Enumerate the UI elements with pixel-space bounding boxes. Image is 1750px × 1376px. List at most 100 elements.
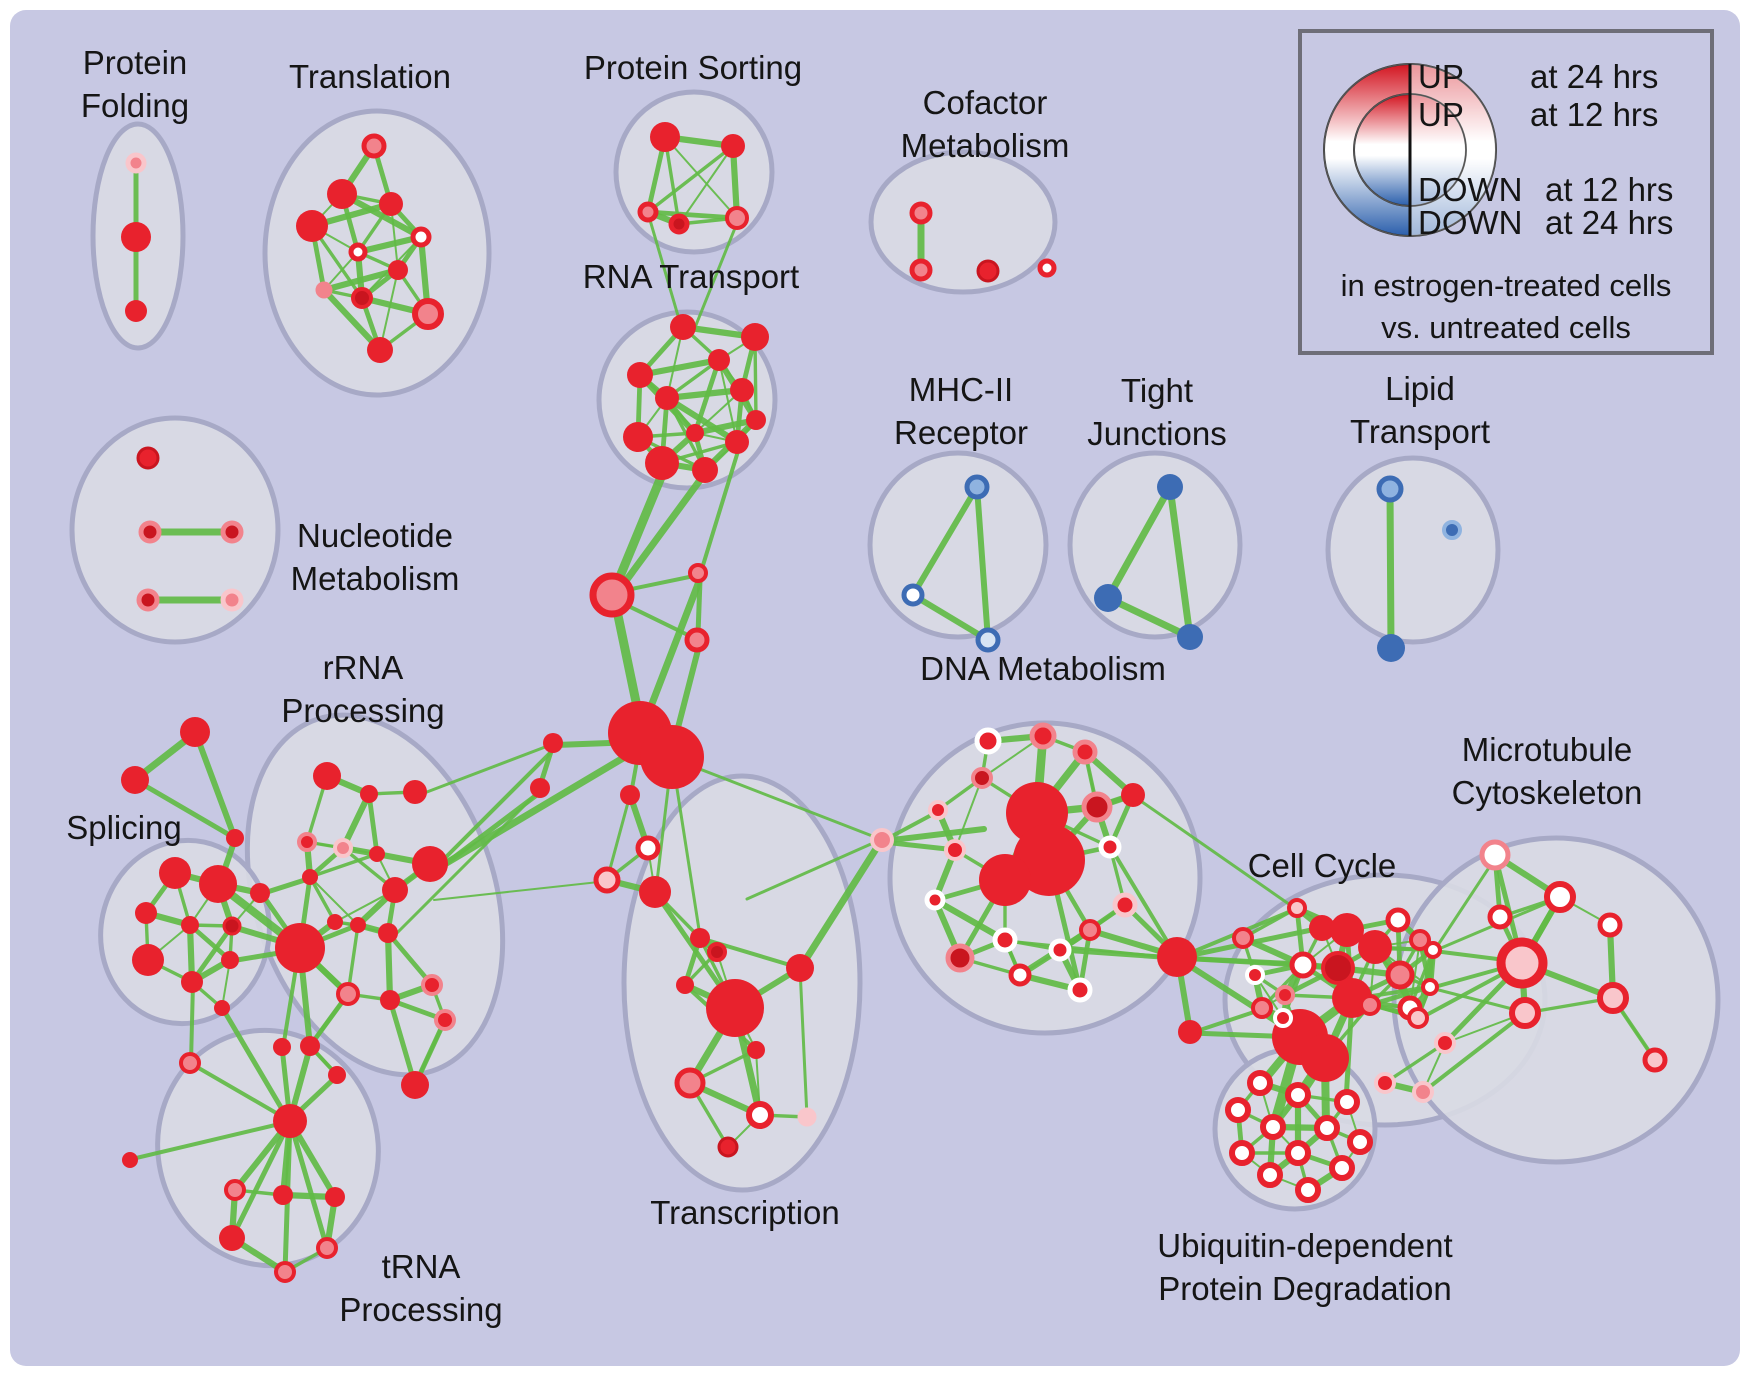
network-link	[1429, 986, 1526, 1014]
network-node-translation	[315, 281, 333, 299]
network-edge	[974, 484, 991, 643]
network-node-cell-cycle	[1251, 997, 1273, 1019]
network-edge	[1104, 594, 1194, 641]
cluster-label-rna-transport: RNA Transport	[583, 258, 799, 295]
network-node-lipid-transport	[1376, 475, 1404, 503]
network-node-translation	[361, 133, 387, 159]
network-node-microtubule-cytoskeleton	[1642, 1047, 1668, 1073]
network-node-protein-sorting	[668, 213, 690, 235]
network-edge	[910, 484, 980, 598]
cluster-label-microtubule-cytoskeleton: Microtubule	[1462, 731, 1633, 768]
cluster-edges-mhc-ii-receptor	[910, 484, 991, 643]
cluster-label-protein-sorting: Protein Sorting	[584, 49, 802, 86]
network-node-trna-processing	[273, 1104, 307, 1138]
network-node-ubiquitin-degradation	[1260, 1114, 1286, 1140]
network-node-ubiquitin-degradation	[1334, 1089, 1360, 1115]
network-node-cofactor-metabolism	[976, 259, 1000, 283]
network-edge	[605, 793, 632, 882]
network-node-transcription	[635, 835, 661, 861]
network-node-ubiquitin-degradation	[1257, 1162, 1283, 1188]
network-node-trna-processing	[179, 1052, 201, 1074]
network-link	[880, 839, 959, 853]
network-link	[745, 838, 882, 901]
network-node-rrna-processing	[380, 990, 400, 1010]
cluster-label-ubiquitin-degradation: Protein Degradation	[1158, 1270, 1452, 1307]
network-node-rrna-processing	[327, 914, 343, 930]
cluster-label-lipid-transport: Transport	[1350, 413, 1490, 450]
cluster-label-trna-processing: Processing	[339, 1291, 502, 1328]
network-node-microtubule-cytoskeleton	[1597, 982, 1629, 1014]
network-node-cell-cycle	[1407, 1007, 1429, 1029]
cluster-label-protein-folding: Protein	[83, 44, 188, 81]
network-node-splicing	[221, 951, 239, 969]
network-edge	[910, 592, 991, 643]
network-node-connector	[122, 1152, 138, 1168]
network-node-translation	[379, 192, 403, 216]
network-node-transcription	[639, 876, 671, 908]
network-node-rrna-processing	[328, 1066, 346, 1084]
network-node-microtubule-cytoskeleton	[1487, 904, 1513, 930]
cluster-label-trna-processing: tRNA	[382, 1248, 461, 1285]
network-node-cell-cycle	[1359, 994, 1381, 1016]
network-edge	[729, 142, 741, 222]
network-node-rrna-processing	[382, 877, 408, 903]
network-node-cell-cycle	[1385, 907, 1411, 933]
network-node-ubiquitin-degradation	[1295, 1177, 1321, 1203]
cluster-label-mhc-ii-receptor: MHC-II	[909, 371, 1013, 408]
network-link	[797, 837, 885, 971]
network-node-transcription	[786, 954, 814, 982]
network-node-rrna-processing	[401, 1071, 429, 1099]
network-link	[1432, 855, 1498, 953]
network-edge	[1104, 483, 1174, 602]
network-node-splicing	[181, 971, 203, 993]
network-node-connector	[543, 733, 563, 753]
network-node-rna-transport	[623, 422, 653, 452]
network-node-dna-metabolism	[924, 889, 946, 911]
network-node-splicing	[132, 944, 164, 976]
network-edge	[691, 416, 760, 437]
network-link	[130, 1120, 290, 1161]
network-node-ubiquitin-degradation	[1247, 1070, 1273, 1096]
network-node-connector	[640, 725, 704, 789]
network-node-rrna-processing	[300, 1036, 320, 1056]
network-node-nucleotide-metabolism	[138, 520, 162, 544]
network-node-cell-cycle	[1301, 1034, 1349, 1082]
network-link	[193, 731, 237, 839]
network-node-nucleotide-metabolism	[136, 588, 160, 612]
network-node-connector	[589, 572, 635, 618]
network-edge	[366, 791, 380, 857]
legend-direction-1: UP	[1418, 96, 1464, 133]
network-node-translation	[348, 242, 368, 262]
network-node-rrna-processing	[297, 832, 317, 852]
network-edge	[229, 1118, 293, 1241]
network-node-mhc-ii-receptor	[964, 474, 990, 500]
network-edge	[1421, 1011, 1527, 1094]
network-node-dna-metabolism	[1008, 963, 1032, 987]
cluster-label-cofactor-metabolism: Metabolism	[901, 127, 1070, 164]
network-node-transcription	[676, 976, 694, 994]
network-node-microtubule-cytoskeleton	[1597, 912, 1623, 938]
network-node-cell-cycle	[1232, 927, 1254, 949]
network-node-ubiquitin-degradation	[1225, 1097, 1251, 1123]
legend: UP at 24 hrs UP at 12 hrs DOWN at 12 hrs DOWN a…	[1298, 29, 1714, 355]
network-node-cofactor-metabolism	[909, 258, 933, 282]
network-link	[1133, 795, 1298, 911]
network-node-dna-metabolism	[1072, 739, 1098, 765]
network-node-rna-transport	[655, 386, 679, 410]
network-node-mhc-ii-receptor	[901, 583, 925, 607]
legend-time-2: at 12 hrs	[1545, 171, 1673, 208]
network-node-rna-transport	[708, 349, 730, 371]
network-node-trna-processing	[219, 1225, 245, 1251]
network-edge	[308, 852, 379, 879]
network-node-rna-transport	[627, 362, 653, 388]
network-node-rna-transport	[670, 314, 696, 340]
network-node-protein-folding	[125, 152, 147, 174]
network-edge	[320, 266, 402, 294]
network-node-protein-sorting	[637, 201, 659, 223]
cluster-ellipse-tight-junctions	[1067, 450, 1243, 640]
network-edge	[663, 394, 741, 446]
network-node-translation	[410, 226, 432, 248]
cluster-label-dna-metabolism: DNA Metabolism	[920, 650, 1166, 687]
network-node-trna-processing	[224, 1179, 246, 1201]
network-edge	[954, 777, 983, 851]
